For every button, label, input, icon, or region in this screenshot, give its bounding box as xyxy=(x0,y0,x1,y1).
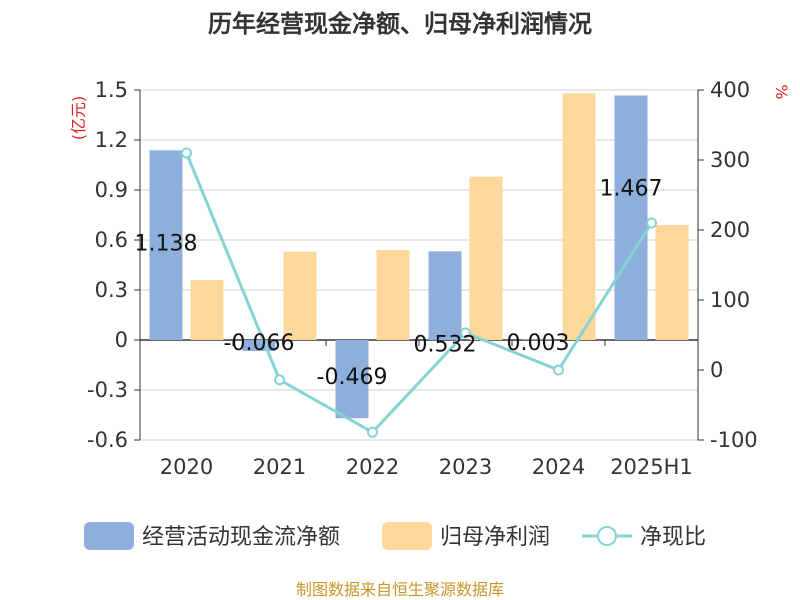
left-axis-unit: (亿元) xyxy=(69,96,88,141)
x-tick-label: 2024 xyxy=(532,455,585,479)
bar xyxy=(149,150,183,340)
right-tick-label: 200 xyxy=(710,218,750,242)
bars xyxy=(149,93,689,419)
x-tick-label: 2025H1 xyxy=(610,455,693,479)
right-tick-label: 300 xyxy=(710,148,750,172)
data-labels: 1.138 -0.066 -0.469 0.532 0.003 1.467 xyxy=(135,177,663,391)
left-tick-label: 0.6 xyxy=(95,228,128,252)
bar xyxy=(655,225,689,340)
axes: 1.5 1.2 0.9 0.6 0.3 0 -0.3 -0.6 400 300 200 100 0 -10… xyxy=(69,78,791,479)
ratio-point xyxy=(646,217,657,229)
bar-value-label: -0.066 xyxy=(224,331,295,356)
grid-lines xyxy=(140,89,698,441)
left-tick-label: -0.3 xyxy=(87,378,128,402)
legend-swatch-profit xyxy=(382,522,432,550)
bar xyxy=(614,95,648,340)
ratio-point xyxy=(274,374,285,386)
bar-value-label: 1.138 xyxy=(135,231,198,256)
bar xyxy=(469,176,503,340)
right-tick-label: 0 xyxy=(710,358,723,382)
bar xyxy=(283,251,317,340)
legend-label-profit: 归母净利润 xyxy=(440,525,550,550)
legend-marker-ratio xyxy=(597,526,617,546)
right-tick-label: -100 xyxy=(710,428,758,452)
ratio-point xyxy=(460,327,471,339)
bar xyxy=(562,93,596,340)
legend: 经营活动现金流净额 归母净利润 净现比 xyxy=(84,522,706,550)
left-tick-label: 1.5 xyxy=(95,78,128,102)
legend-swatch-cash xyxy=(84,522,134,550)
bar xyxy=(335,340,369,419)
legend-label-cash: 经营活动现金流净额 xyxy=(142,525,340,550)
left-tick-label: -0.6 xyxy=(87,428,128,452)
left-tick-label: 0.3 xyxy=(95,278,128,302)
ratio-point xyxy=(181,147,192,159)
ratio-line xyxy=(181,147,657,438)
left-tick-label: 1.2 xyxy=(95,128,128,152)
chart-title: 历年经营现金净额、归母净利润情况 xyxy=(208,10,592,38)
bar xyxy=(428,251,462,340)
right-axis-unit: % xyxy=(772,84,791,99)
bar xyxy=(376,250,410,340)
x-tick-label: 2022 xyxy=(346,455,399,479)
bar xyxy=(242,340,276,351)
x-tick-label: 2020 xyxy=(160,455,213,479)
ratio-line-path xyxy=(185,152,653,435)
left-tick-label: 0.9 xyxy=(95,178,128,202)
x-tick-label: 2021 xyxy=(253,455,306,479)
source-note: 制图数据来自恒生聚源数据库 xyxy=(296,580,504,599)
left-tick-label: 0 xyxy=(115,328,128,352)
ratio-point xyxy=(367,426,378,438)
right-tick-label: 100 xyxy=(710,288,750,312)
bar-value-label: 0.532 xyxy=(414,332,477,357)
legend-label-ratio: 净现比 xyxy=(640,525,706,550)
bar xyxy=(521,339,555,340)
bar-value-label: -0.469 xyxy=(317,365,388,390)
ratio-point xyxy=(553,364,564,376)
x-tick-label: 2023 xyxy=(439,455,492,479)
bar-value-label: 0.003 xyxy=(507,331,570,356)
bar xyxy=(190,280,224,340)
right-tick-label: 400 xyxy=(710,78,750,102)
bar-value-label: 1.467 xyxy=(600,177,663,202)
